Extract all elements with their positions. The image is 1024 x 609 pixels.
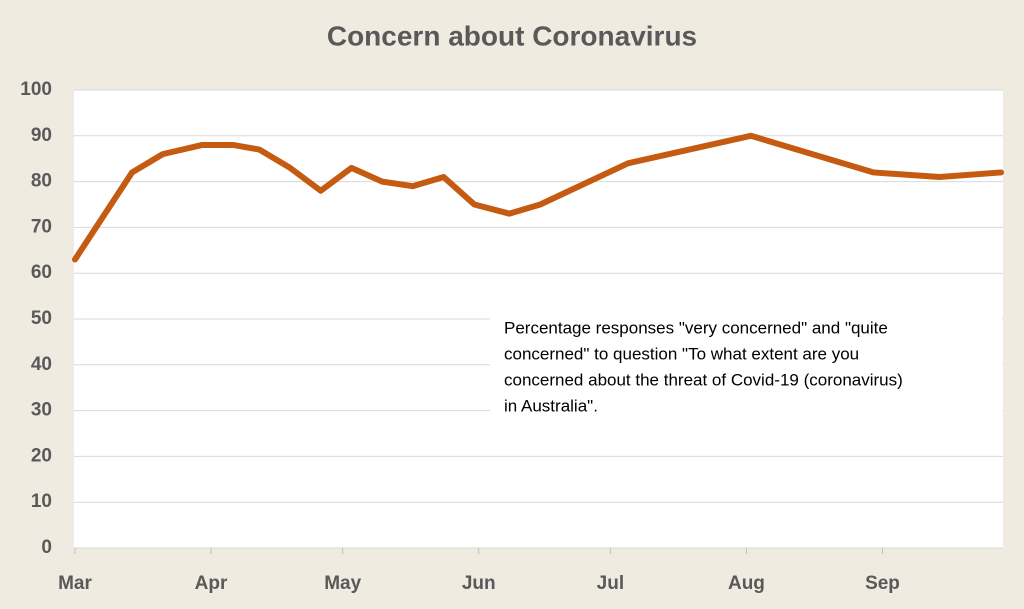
x-tick-label: Apr bbox=[195, 573, 228, 594]
y-tick-label: 30 bbox=[31, 400, 52, 421]
y-tick-label: 20 bbox=[31, 445, 52, 466]
x-tick-label: May bbox=[324, 573, 361, 594]
y-tick-label: 70 bbox=[31, 216, 52, 237]
y-tick-label: 0 bbox=[41, 537, 52, 558]
data-line bbox=[72, 132, 1004, 263]
x-tick-label: Aug bbox=[728, 573, 765, 594]
y-tick-label: 50 bbox=[31, 308, 52, 329]
y-tick-label: 10 bbox=[31, 491, 52, 512]
annotation-line: concerned about the threat of Covid-19 (… bbox=[504, 370, 903, 389]
x-tick-label: Sep bbox=[865, 573, 900, 594]
annotation-box bbox=[490, 305, 1002, 455]
annotation-line: in Australia". bbox=[504, 396, 598, 415]
y-tick-label: 90 bbox=[31, 125, 52, 146]
x-tick-label: Jun bbox=[462, 573, 496, 594]
chart-title: Concern about Coronavirus bbox=[327, 20, 697, 51]
y-tick-label: 80 bbox=[31, 171, 52, 192]
x-tick-label: Mar bbox=[58, 573, 92, 594]
annotation-line: Percentage responses "very concerned" an… bbox=[504, 318, 888, 337]
y-tick-label: 60 bbox=[31, 262, 52, 283]
y-tick-label: 40 bbox=[31, 354, 52, 375]
annotation-line: concerned" to question "To what extent a… bbox=[504, 344, 859, 363]
y-tick-label: 100 bbox=[20, 79, 52, 100]
x-tick-label: Jul bbox=[597, 573, 624, 594]
